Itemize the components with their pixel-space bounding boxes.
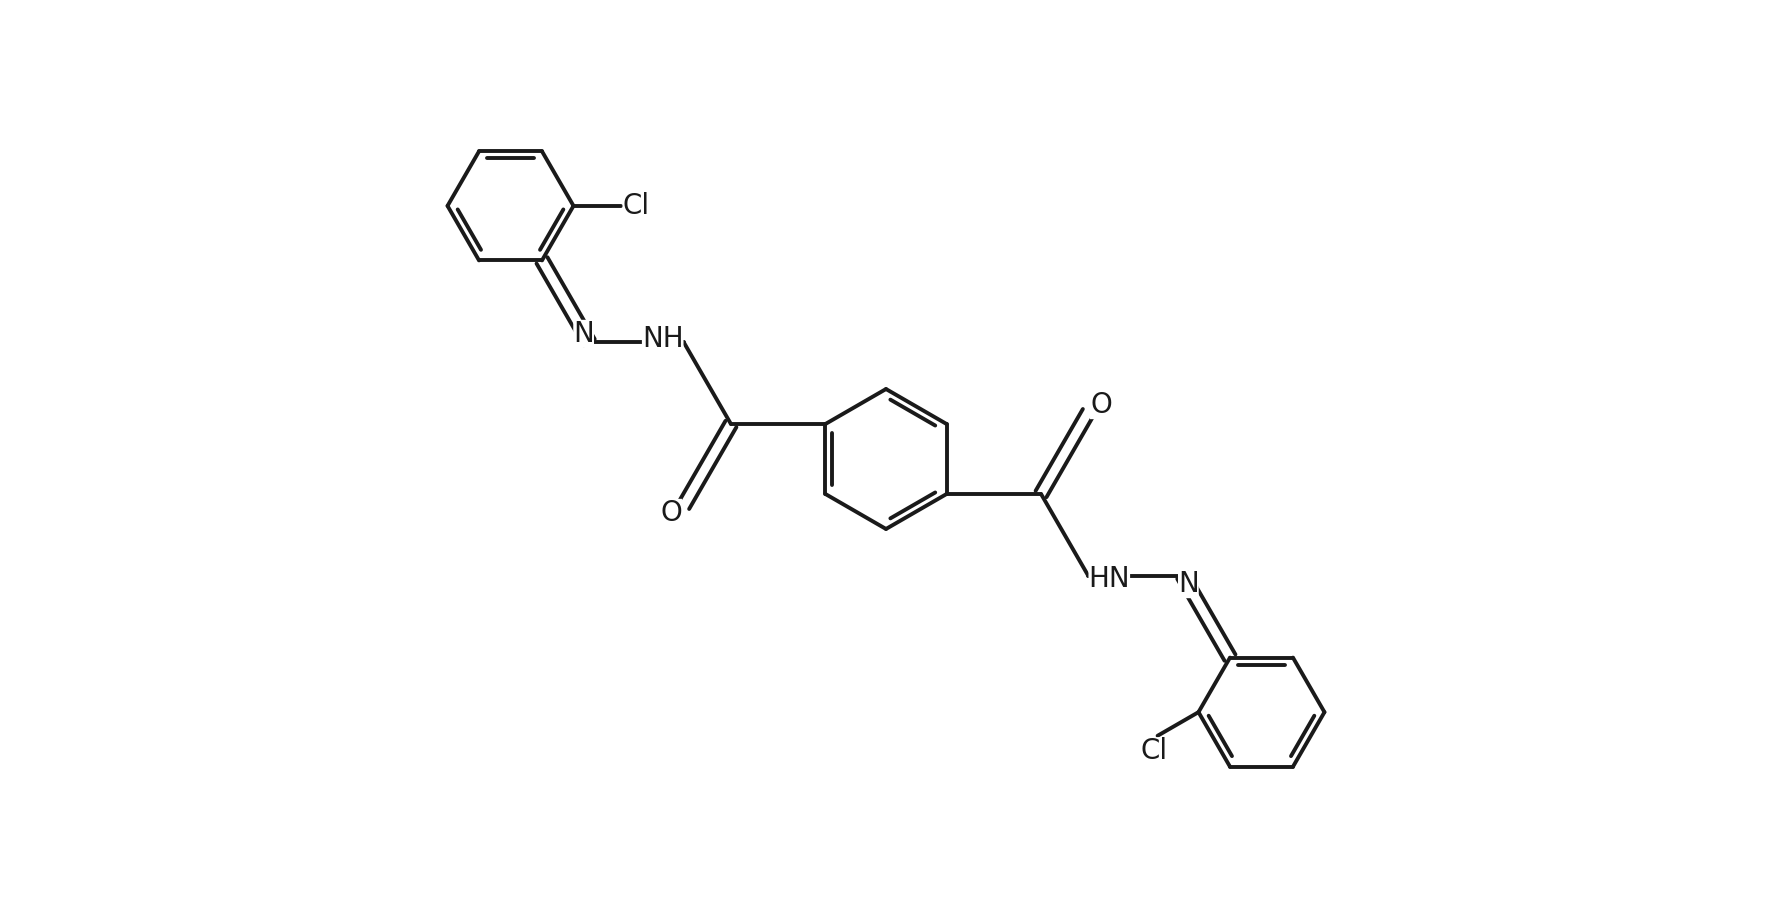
Text: O: O xyxy=(1090,391,1111,420)
Text: O: O xyxy=(661,498,682,527)
Text: HN: HN xyxy=(1088,565,1131,593)
Text: N: N xyxy=(574,319,594,348)
Text: N: N xyxy=(1178,570,1198,599)
Text: Cl: Cl xyxy=(622,192,650,219)
Text: NH: NH xyxy=(641,325,684,353)
Text: Cl: Cl xyxy=(1141,737,1168,766)
